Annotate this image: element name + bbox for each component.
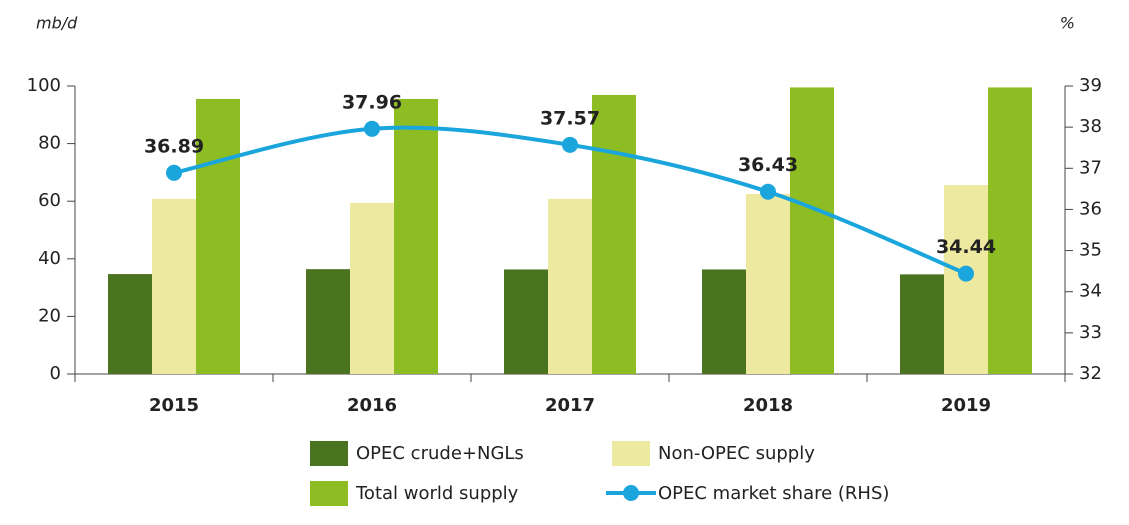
legend-swatch [310,481,348,506]
y2-tick-label: 37 [1079,157,1102,178]
legend-label: Total world supply [355,483,519,504]
legend-label: OPEC market share (RHS) [658,483,889,504]
marker [562,136,578,153]
y2-tick-label: 33 [1079,322,1102,343]
marker [958,265,974,282]
bar [108,274,152,374]
y2-tick-label: 38 [1079,116,1102,137]
y2-axis-label: % [1060,14,1075,33]
marker [760,183,776,200]
bar [746,194,790,374]
y2-tick-label: 39 [1079,75,1102,96]
y2-tick-label: 32 [1079,363,1102,384]
x-tick-label: 2017 [545,395,595,416]
data-label: 37.96 [342,91,402,113]
x-tick-label: 2019 [941,395,991,416]
x-tick-label: 2018 [743,395,793,416]
y-tick-label: 80 [38,133,61,154]
bar [988,87,1032,374]
bar [394,98,438,375]
bar [790,87,834,374]
y-tick-label: 60 [38,190,61,211]
marker [166,164,182,181]
bar [196,98,240,375]
legend-marker [623,485,639,501]
legend-label: OPEC crude+NGLs [356,443,524,464]
data-label: 37.57 [540,107,600,129]
y2-tick-label: 35 [1079,240,1102,261]
marker [364,120,380,137]
data-label: 34.44 [936,236,996,258]
bar [548,198,592,374]
data-label: 36.89 [144,135,204,157]
y-tick-label: 20 [38,305,61,326]
y-tick-label: 40 [38,248,61,269]
y2-tick-label: 36 [1079,198,1102,219]
x-tick-label: 2015 [149,395,199,416]
x-tick-label: 2016 [347,395,397,416]
y-tick-label: 100 [27,75,61,96]
bar [152,198,196,374]
legend-label: Non-OPEC supply [658,443,815,464]
bar [504,269,548,374]
data-label: 36.43 [738,154,798,176]
y2-tick-label: 34 [1079,281,1102,302]
y-axis-label: mb/d [36,14,78,33]
bar [702,269,746,374]
legend-swatch [310,441,348,466]
legend-swatch [612,441,650,466]
y-tick-label: 0 [50,363,61,384]
bar [900,274,944,374]
bar [306,269,350,374]
bar [350,202,394,374]
bar [592,94,636,374]
